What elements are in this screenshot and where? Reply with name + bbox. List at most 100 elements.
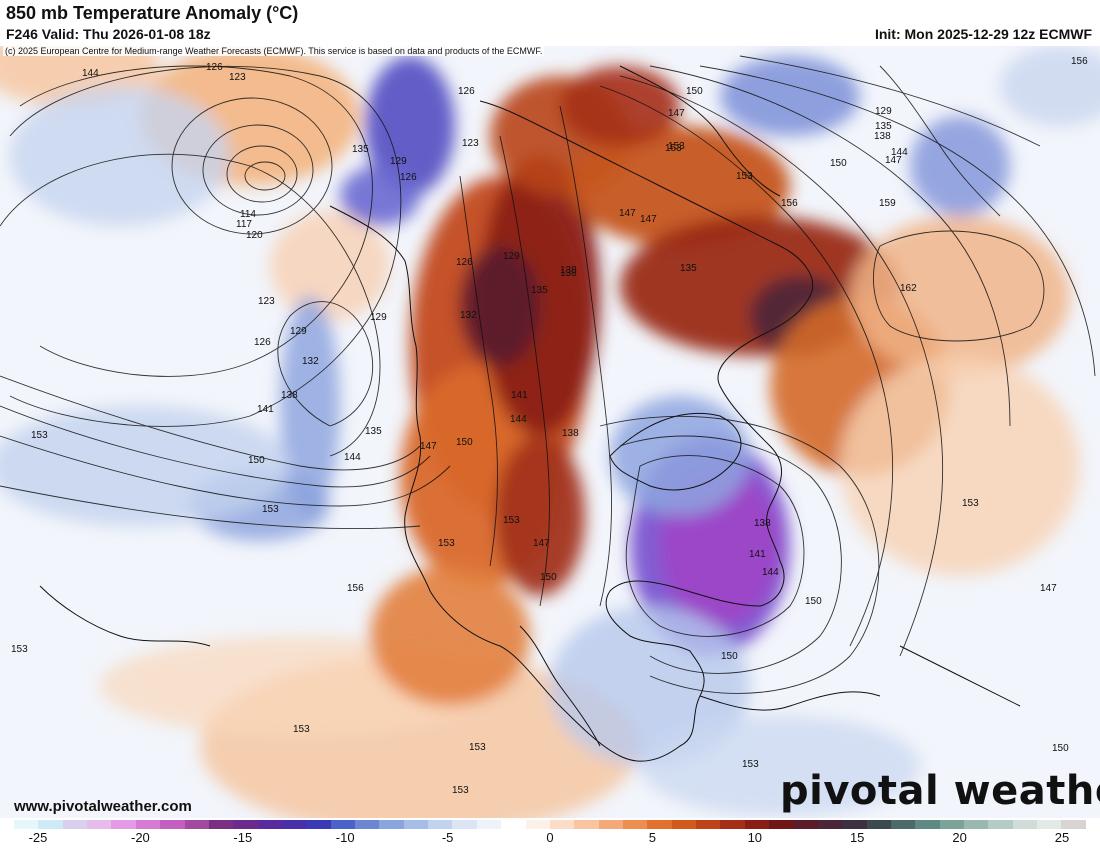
contour-label: 150 xyxy=(721,651,738,662)
colorbar-swatches xyxy=(14,820,1086,829)
contour-label: 144 xyxy=(510,414,527,425)
colorbar-swatch xyxy=(38,820,63,829)
website-link[interactable]: www.pivotalweather.com xyxy=(14,798,192,815)
contour-label: 150 xyxy=(248,455,265,466)
contour-label: 147 xyxy=(533,538,550,549)
colorbar-swatch xyxy=(574,820,599,829)
colorbar-tick-label: 15 xyxy=(849,830,865,845)
contour-label: 153 xyxy=(262,504,279,515)
contour-label: 153 xyxy=(668,141,685,152)
colorbar-swatch xyxy=(622,820,648,829)
contour-label: 123 xyxy=(462,138,479,149)
contour-label: 153 xyxy=(742,759,759,770)
colorbar-swatch xyxy=(281,820,307,829)
contour-label: 138 xyxy=(874,131,891,142)
contour-label: 129 xyxy=(875,106,892,117)
colorbar-swatch xyxy=(476,820,502,829)
colorbar-swatch xyxy=(355,820,380,829)
colorbar-swatch xyxy=(525,820,550,829)
contour-label: 129 xyxy=(390,156,407,167)
contour-label: 153 xyxy=(11,644,28,655)
valid-time: F246 Valid: Thu 2026-01-08 18z xyxy=(6,26,211,42)
colorbar-tick-label: -10 xyxy=(335,830,355,845)
colorbar-legend: -25 -20 -15 -10 -5 0 5 10 15 20 25 xyxy=(14,820,1086,850)
contour-label: 153 xyxy=(665,143,682,154)
contour-label: 135 xyxy=(680,263,697,274)
contour-label: 138 xyxy=(281,390,298,401)
contour-label: 150 xyxy=(686,86,703,97)
colorbar-swatch xyxy=(988,820,1013,829)
colorbar-swatch xyxy=(330,820,356,829)
contour-label: 156 xyxy=(347,583,364,594)
colorbar-tick-label: -20 xyxy=(130,830,150,845)
contour-label: 153 xyxy=(452,785,469,796)
contour-label: 147 xyxy=(885,155,902,166)
colorbar-swatch xyxy=(62,820,88,829)
contour-label: 126 xyxy=(458,86,475,97)
coastlines xyxy=(39,65,1021,762)
contour-label: 156 xyxy=(781,198,798,209)
contour-label: 150 xyxy=(540,572,557,583)
contour-label: 147 xyxy=(1040,583,1057,594)
colorbar-tick-label: -15 xyxy=(233,830,253,845)
contour-label: 141 xyxy=(257,404,274,415)
colorbar-tick-labels: -25 -20 -15 -10 -5 0 5 10 15 20 25 xyxy=(14,830,1086,848)
contour-label: 150 xyxy=(830,158,847,169)
contour-label: 135 xyxy=(875,121,892,132)
colorbar-tick-label: 5 xyxy=(648,830,657,845)
colorbar-swatch xyxy=(793,820,818,829)
contour-label: 162 xyxy=(900,283,917,294)
colorbar-swatch xyxy=(769,820,794,829)
contour-label: 123 xyxy=(258,296,275,307)
contour-label: 153 xyxy=(962,498,979,509)
contour-label: 159 xyxy=(879,198,896,209)
colorbar-swatch xyxy=(817,820,843,829)
contour-label: 141 xyxy=(511,390,528,401)
contour-label: 150 xyxy=(805,596,822,607)
colorbar-swatch xyxy=(1061,820,1086,829)
colorbar-swatch xyxy=(14,820,39,829)
copyright-notice: (c) 2025 European Centre for Medium-rang… xyxy=(3,46,545,56)
colorbar-swatch xyxy=(452,820,477,829)
contour-label: 141 xyxy=(749,549,766,560)
contour-label: 147 xyxy=(640,214,657,225)
contour-label: 153 xyxy=(293,724,310,735)
contour-label: 129 xyxy=(290,326,307,337)
contour-label: 147 xyxy=(668,108,685,119)
colorbar-swatch xyxy=(647,820,672,829)
colorbar-tick-label: 10 xyxy=(747,830,763,845)
contour-label: 114 xyxy=(240,209,256,220)
contour-label: 144 xyxy=(82,68,99,79)
colorbar-swatch xyxy=(501,820,526,829)
contour-label: 153 xyxy=(736,171,753,182)
contour-labels: 144 126 123 126 135 129 126 123 114 117 … xyxy=(11,56,1088,796)
header: 850 mb Temperature Anomaly (°C) F246 Val… xyxy=(0,0,1100,46)
colorbar-swatch xyxy=(428,820,453,829)
colorbar-swatch xyxy=(744,820,770,829)
contour-label: 144 xyxy=(891,147,908,158)
colorbar-swatch xyxy=(184,820,209,829)
contour-label: 135 xyxy=(352,144,369,155)
contour-label: 132 xyxy=(460,310,477,321)
contour-label: 126 xyxy=(456,257,473,268)
colorbar-swatch xyxy=(671,820,697,829)
colorbar-swatch xyxy=(842,820,867,829)
colorbar-swatch xyxy=(379,820,404,829)
colorbar-swatch xyxy=(964,820,989,829)
contour-label: 132 xyxy=(302,356,319,367)
contour-label: 153 xyxy=(438,538,455,549)
contour-label: 144 xyxy=(762,567,779,578)
colorbar-swatch xyxy=(915,820,940,829)
contour-label: 138 xyxy=(562,428,579,439)
colorbar-swatch xyxy=(549,820,575,829)
colorbar-swatch xyxy=(233,820,258,829)
colorbar-swatch xyxy=(939,820,965,829)
contour-label: 156 xyxy=(1071,56,1088,67)
contour-label: 123 xyxy=(229,72,246,83)
contour-label: 138 xyxy=(560,268,577,279)
colorbar-tick-label: 20 xyxy=(952,830,967,845)
contour-label: 129 xyxy=(503,251,520,262)
contour-label: 126 xyxy=(400,172,417,183)
colorbar-swatch xyxy=(111,820,136,829)
colorbar-swatch xyxy=(208,820,234,829)
